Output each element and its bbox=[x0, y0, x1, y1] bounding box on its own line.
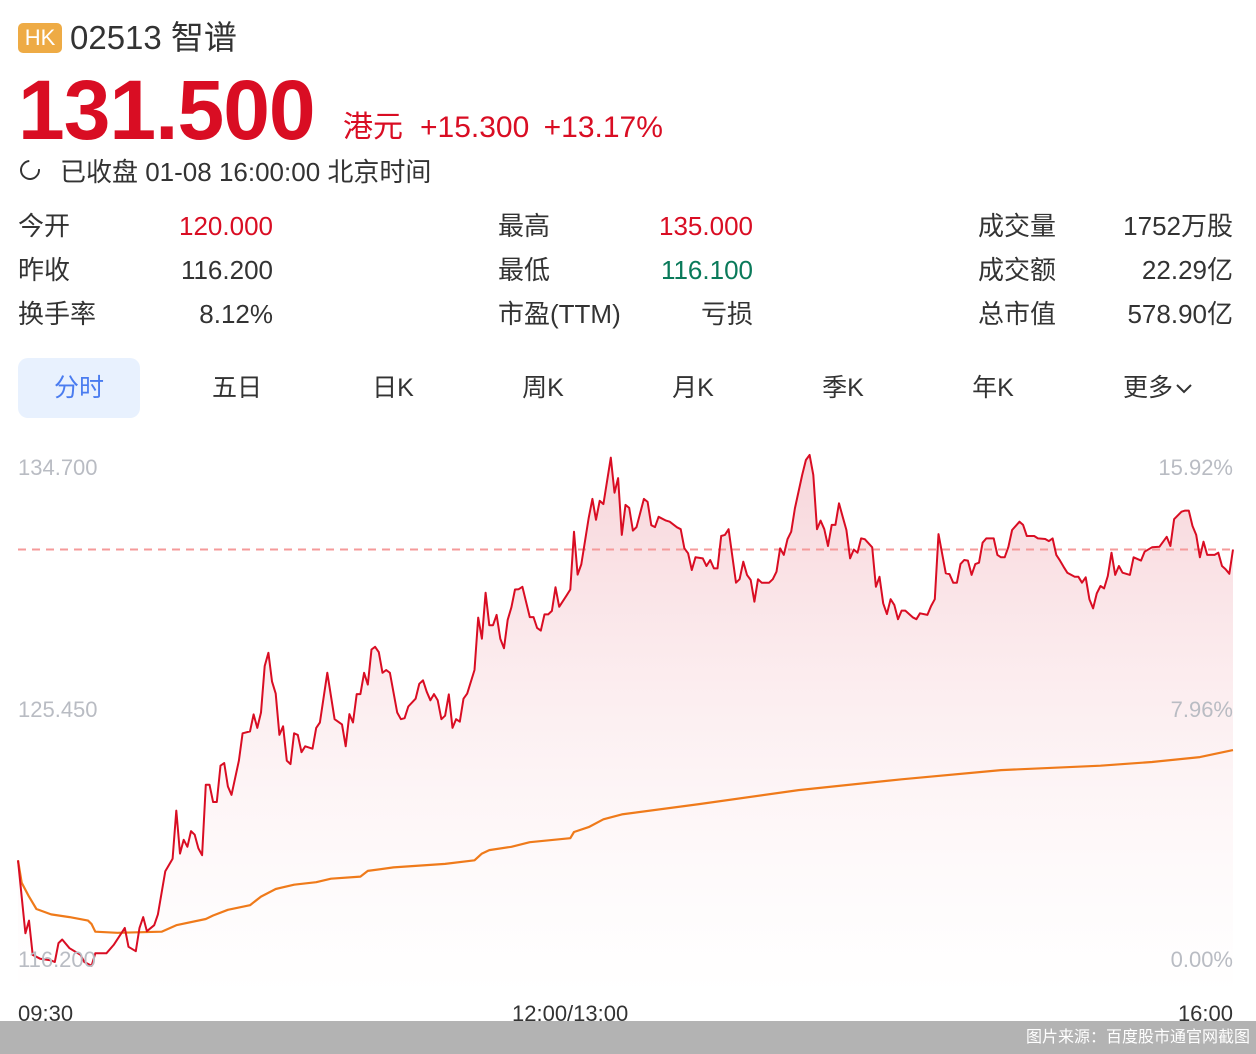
stat-value: 亏损 bbox=[700, 299, 753, 329]
stat-label: 今开 bbox=[18, 211, 71, 241]
stat-value: 120.000 bbox=[179, 211, 273, 241]
price-line bbox=[17, 453, 1234, 967]
stat-label: 最低 bbox=[498, 255, 551, 285]
y2-tick-top: 15.92% bbox=[1158, 455, 1233, 480]
tab-label: 月K bbox=[672, 374, 714, 402]
stat-label: 昨收 bbox=[18, 255, 71, 285]
change-amount: +15.300 bbox=[420, 111, 530, 144]
tab-4[interactable]: 月K bbox=[632, 358, 754, 418]
market-status: 已收盘 01-08 16:00:00 北京时间 bbox=[60, 157, 432, 187]
tab-0[interactable]: 分时 bbox=[18, 358, 140, 418]
stat-label: 总市值 bbox=[978, 299, 1057, 329]
tab-7[interactable]: 更多 bbox=[1097, 358, 1219, 418]
stat-value: 116.200 bbox=[180, 255, 273, 285]
tab-2[interactable]: 日K bbox=[332, 358, 454, 418]
price-area bbox=[18, 454, 1233, 995]
image-source: 图片来源：百度股市通官网截图 bbox=[1025, 1029, 1250, 1046]
average-price-line bbox=[16, 749, 1234, 934]
tab-label: 年K bbox=[972, 374, 1014, 402]
stat-label: 最高 bbox=[498, 211, 551, 241]
tab-6[interactable]: 年K bbox=[932, 358, 1054, 418]
price-change: +15.300 +13.17% bbox=[420, 108, 663, 148]
currency-unit: 港元 bbox=[343, 111, 403, 144]
tab-label: 分时 bbox=[53, 374, 104, 402]
y2-tick-mid: 7.96% bbox=[1170, 697, 1233, 722]
market-badge: HK bbox=[18, 23, 62, 53]
stock-code-name: 02513 智谱 bbox=[70, 19, 237, 56]
stat-value: 22.29亿 bbox=[1141, 255, 1233, 285]
stat-label: 成交量 bbox=[978, 211, 1057, 241]
y2-tick-bottom: 0.00% bbox=[1170, 947, 1233, 972]
tab-label: 更多 bbox=[1122, 374, 1173, 402]
stat-value: 8.12% bbox=[199, 299, 273, 329]
y-tick-mid: 125.450 bbox=[18, 697, 98, 722]
stat-value: 116.100 bbox=[660, 255, 753, 285]
tab-5[interactable]: 季K bbox=[782, 358, 904, 418]
tab-3[interactable]: 周K bbox=[482, 358, 604, 418]
stat-value: 135.000 bbox=[659, 211, 753, 241]
stat-label: 换手率 bbox=[18, 299, 97, 329]
tab-label: 季K bbox=[822, 374, 864, 402]
tab-label: 五日 bbox=[211, 374, 262, 402]
tab-1[interactable]: 五日 bbox=[176, 358, 298, 418]
change-percent: +13.17% bbox=[543, 111, 663, 144]
stat-label: 成交额 bbox=[978, 255, 1057, 285]
stat-label: 市盈(TTM) bbox=[498, 299, 621, 329]
stat-value: 1752万股 bbox=[1123, 211, 1233, 241]
y-tick-bottom: 116.200 bbox=[18, 947, 96, 972]
stat-value: 578.90亿 bbox=[1127, 299, 1233, 329]
y-tick-top: 134.700 bbox=[18, 455, 98, 480]
footer-bar bbox=[0, 1021, 1256, 1054]
chevron-down-icon bbox=[1173, 374, 1193, 402]
tab-label: 周K bbox=[522, 374, 564, 402]
tab-label: 日K bbox=[372, 374, 414, 402]
current-price: 131.500 bbox=[18, 63, 316, 157]
